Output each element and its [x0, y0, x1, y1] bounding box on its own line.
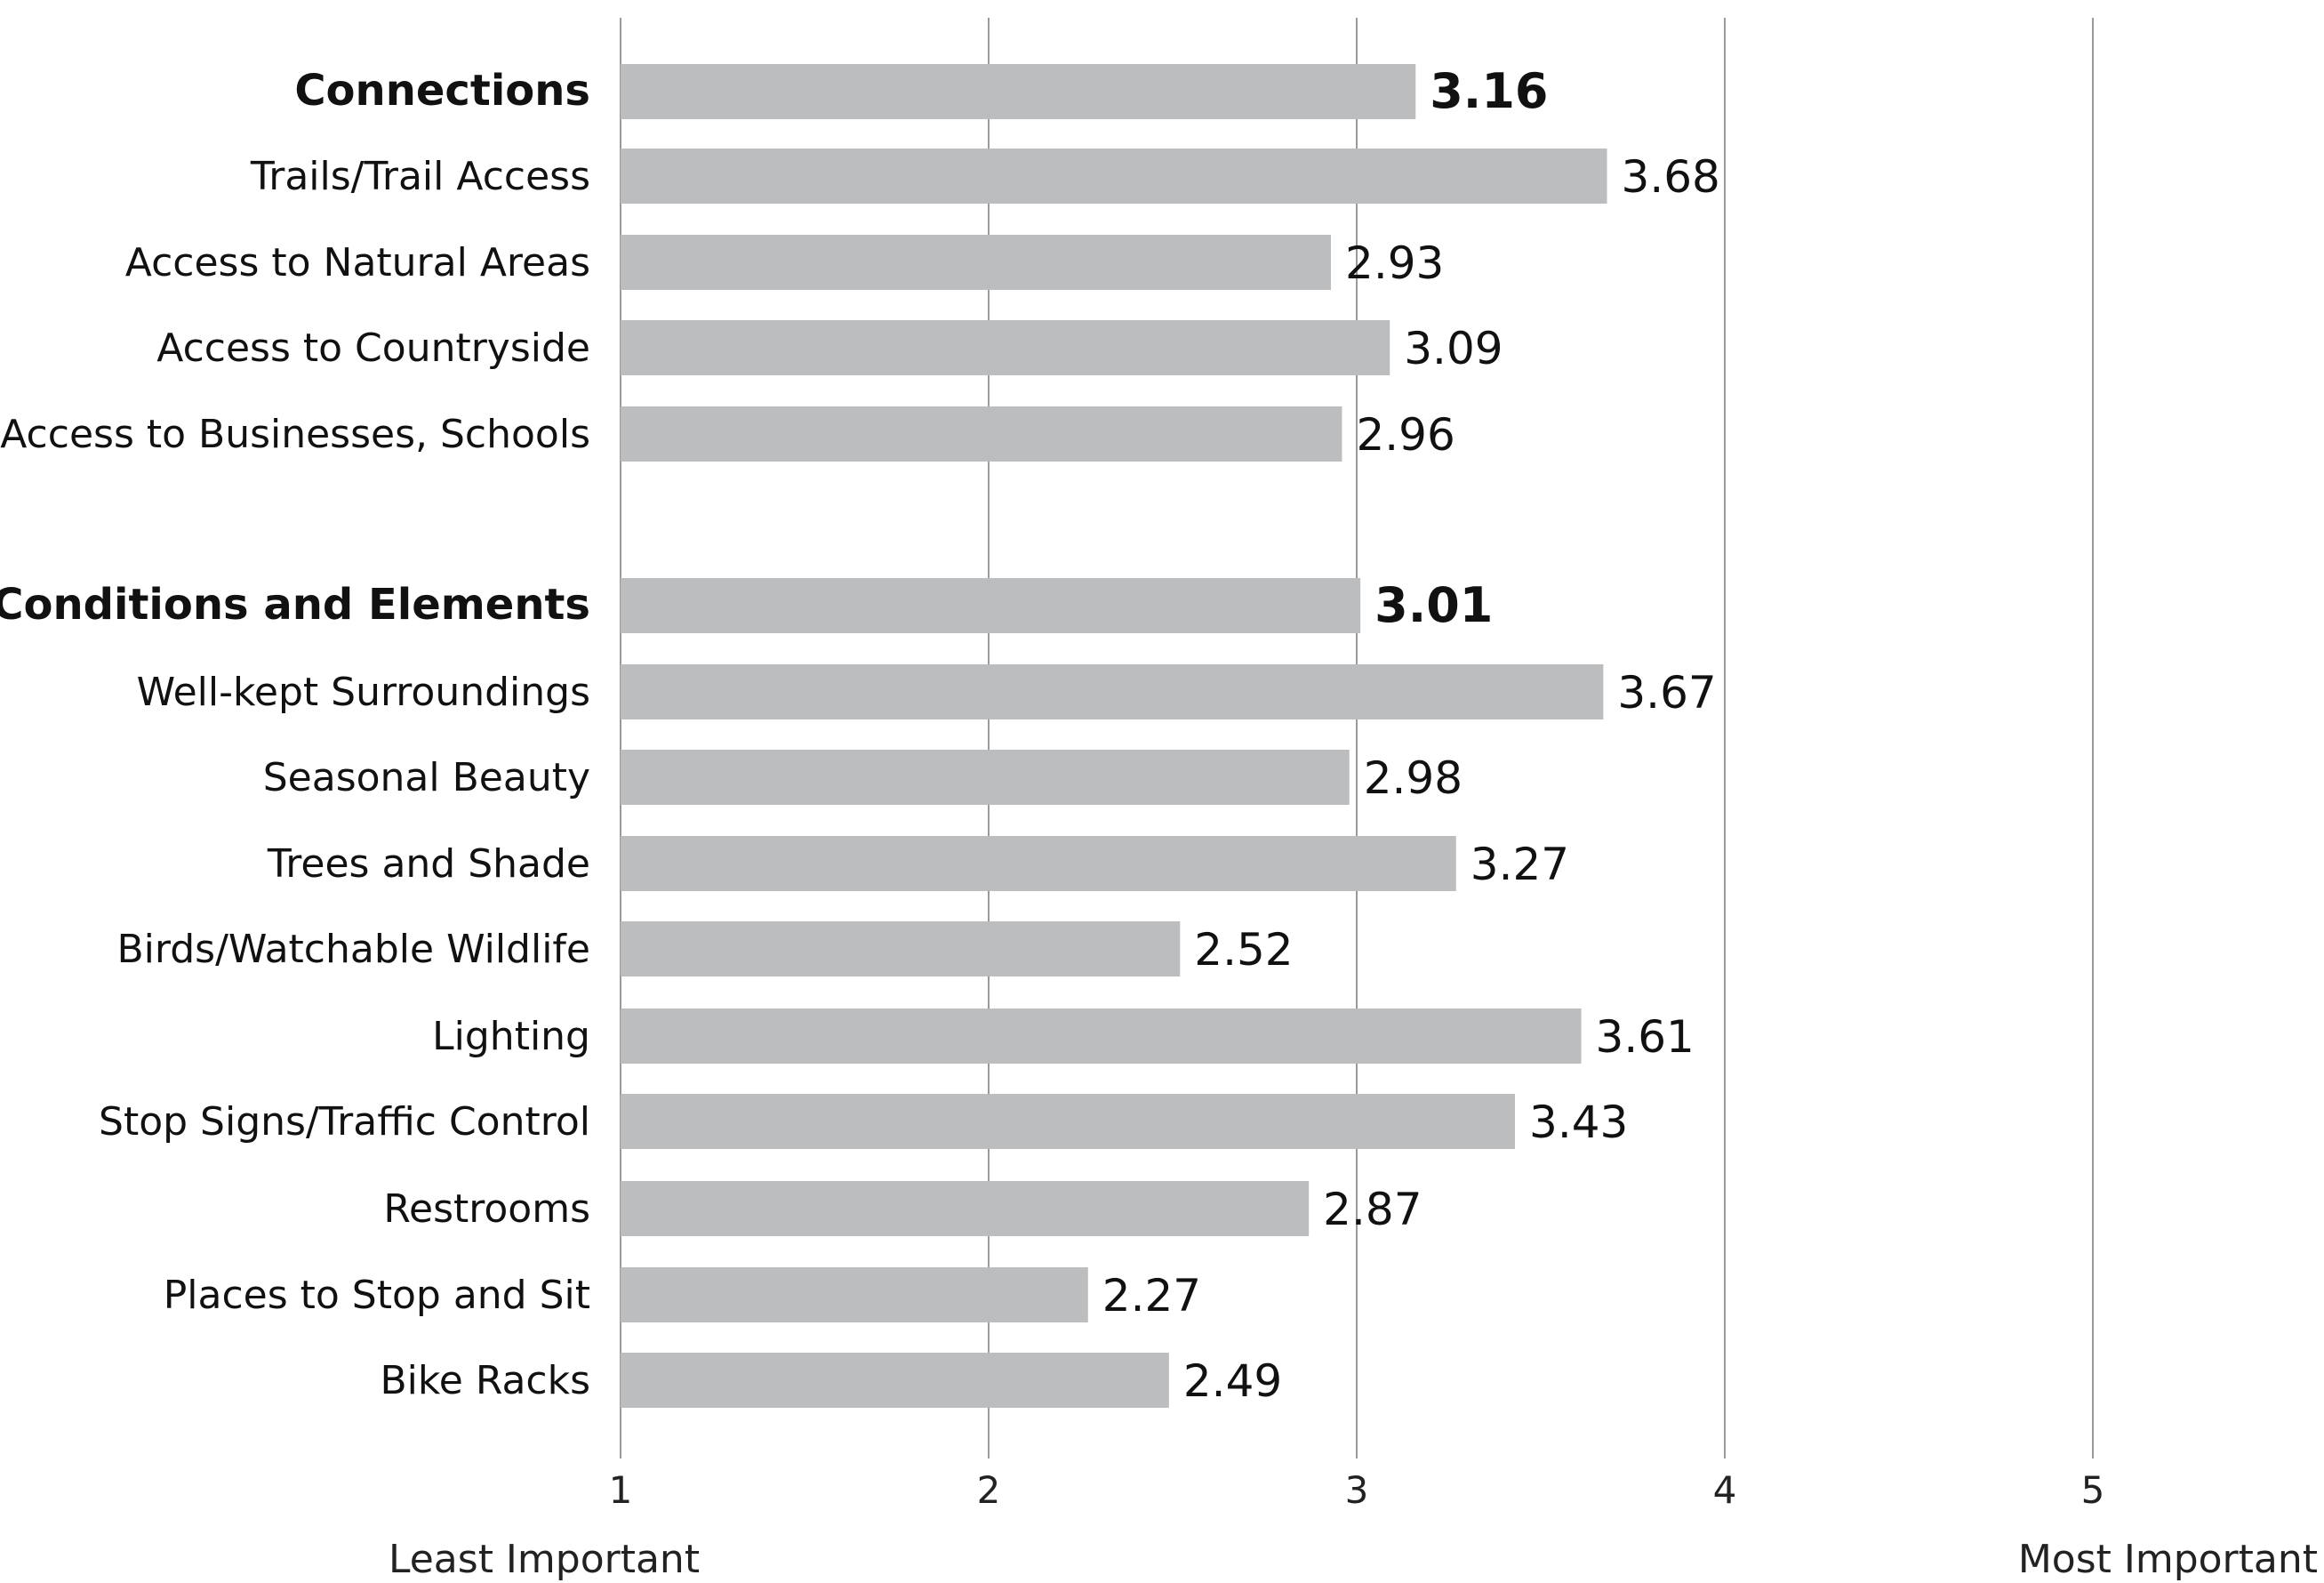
x-tick-label-2: 2	[977, 1468, 1001, 1512]
x-tick-label-3: 3	[1345, 1468, 1369, 1512]
x-axis-ticks: 1 2 3 4 5	[609, 1468, 2105, 1512]
bar-trails-trail-access	[621, 149, 1607, 204]
value-label-access-to-natural-areas: 2.93	[1345, 237, 1444, 289]
value-label-places-to-stop-and-sit: 2.27	[1102, 1270, 1201, 1322]
category-label-seasonal-beauty: Seasonal Beauty	[263, 755, 590, 800]
category-label-lighting: Lighting	[432, 1014, 590, 1059]
value-label-trails-trail-access: 3.68	[1622, 151, 1720, 203]
value-label-access-to-businesses-schools: 2.96	[1356, 409, 1455, 461]
bars	[621, 64, 1607, 1408]
group-header-conditions-and-elements: Conditions and Elements	[0, 580, 590, 630]
category-label-places-to-stop-and-sit: Places to Stop and Sit	[164, 1273, 590, 1318]
value-label-seasonal-beauty: 2.98	[1364, 752, 1463, 804]
bar-access-to-natural-areas	[621, 235, 1332, 290]
value-label-bike-racks: 2.49	[1183, 1355, 1282, 1407]
category-label-access-to-businesses-schools: Access to Businesses, Schools	[0, 412, 590, 457]
bar-birds-watchable-wildlife	[621, 921, 1181, 976]
bar-restrooms	[621, 1181, 1310, 1236]
bar-access-to-businesses-schools	[621, 406, 1342, 462]
value-label-well-kept-surroundings: 3.67	[1617, 667, 1716, 719]
category-label-access-to-countryside: Access to Countryside	[156, 325, 590, 371]
value-label-restrooms: 2.87	[1323, 1184, 1422, 1235]
value-label-access-to-countryside: 3.09	[1404, 323, 1503, 374]
category-label-trees-and-shade: Trees and Shade	[267, 841, 590, 887]
value-label-birds-watchable-wildlife: 2.52	[1194, 924, 1293, 976]
value-label-lighting: 3.61	[1596, 1011, 1695, 1063]
value-label-trees-and-shade: 3.27	[1471, 839, 1569, 890]
bar-access-to-countryside	[621, 320, 1390, 375]
bar-lighting	[621, 1008, 1582, 1064]
group-header-connections: Connections	[294, 66, 590, 116]
bar-connections	[621, 64, 1416, 119]
category-label-trails-trail-access: Trails/Trail Access	[250, 154, 590, 199]
category-label-bike-racks: Bike Racks	[380, 1358, 590, 1403]
x-tick-label-4: 4	[1713, 1468, 1737, 1512]
category-labels: Connections Trails/Trail Access Access to …	[0, 66, 590, 1403]
gridlines	[620, 18, 2094, 1458]
value-labels: 3.16 3.68 2.93 3.09 2.96 3.01 3.67 2.983.27 2.52…	[1102, 63, 1720, 1407]
x-axis-high-label: Most Important	[2018, 1537, 2318, 1582]
x-tick-label-5: 5	[2081, 1468, 2105, 1512]
value-label-conditions-and-elements: 3.01	[1374, 577, 1493, 633]
value-label-connections: 3.16	[1430, 63, 1548, 119]
bar-stop-signs-traffic-control	[621, 1094, 1516, 1149]
bar-bike-racks	[621, 1353, 1169, 1408]
category-label-birds-watchable-wildlife: Birds/Watchable Wildlife	[117, 927, 591, 972]
category-label-access-to-natural-areas: Access to Natural Areas	[125, 240, 590, 285]
bar-places-to-stop-and-sit	[621, 1267, 1088, 1322]
bar-seasonal-beauty	[621, 750, 1350, 805]
bar-well-kept-surroundings	[621, 664, 1604, 719]
x-tick-label-1: 1	[609, 1468, 633, 1512]
category-label-stop-signs-traffic-control: Stop Signs/Traffic Control	[99, 1099, 590, 1145]
bar-trees-and-shade	[621, 836, 1456, 891]
bar-conditions-and-elements	[621, 578, 1361, 633]
category-label-well-kept-surroundings: Well-kept Surroundings	[137, 670, 590, 715]
category-label-restrooms: Restrooms	[383, 1186, 590, 1232]
x-axis-low-label: Least Important	[389, 1537, 700, 1582]
value-label-stop-signs-traffic-control: 3.43	[1529, 1097, 1628, 1148]
